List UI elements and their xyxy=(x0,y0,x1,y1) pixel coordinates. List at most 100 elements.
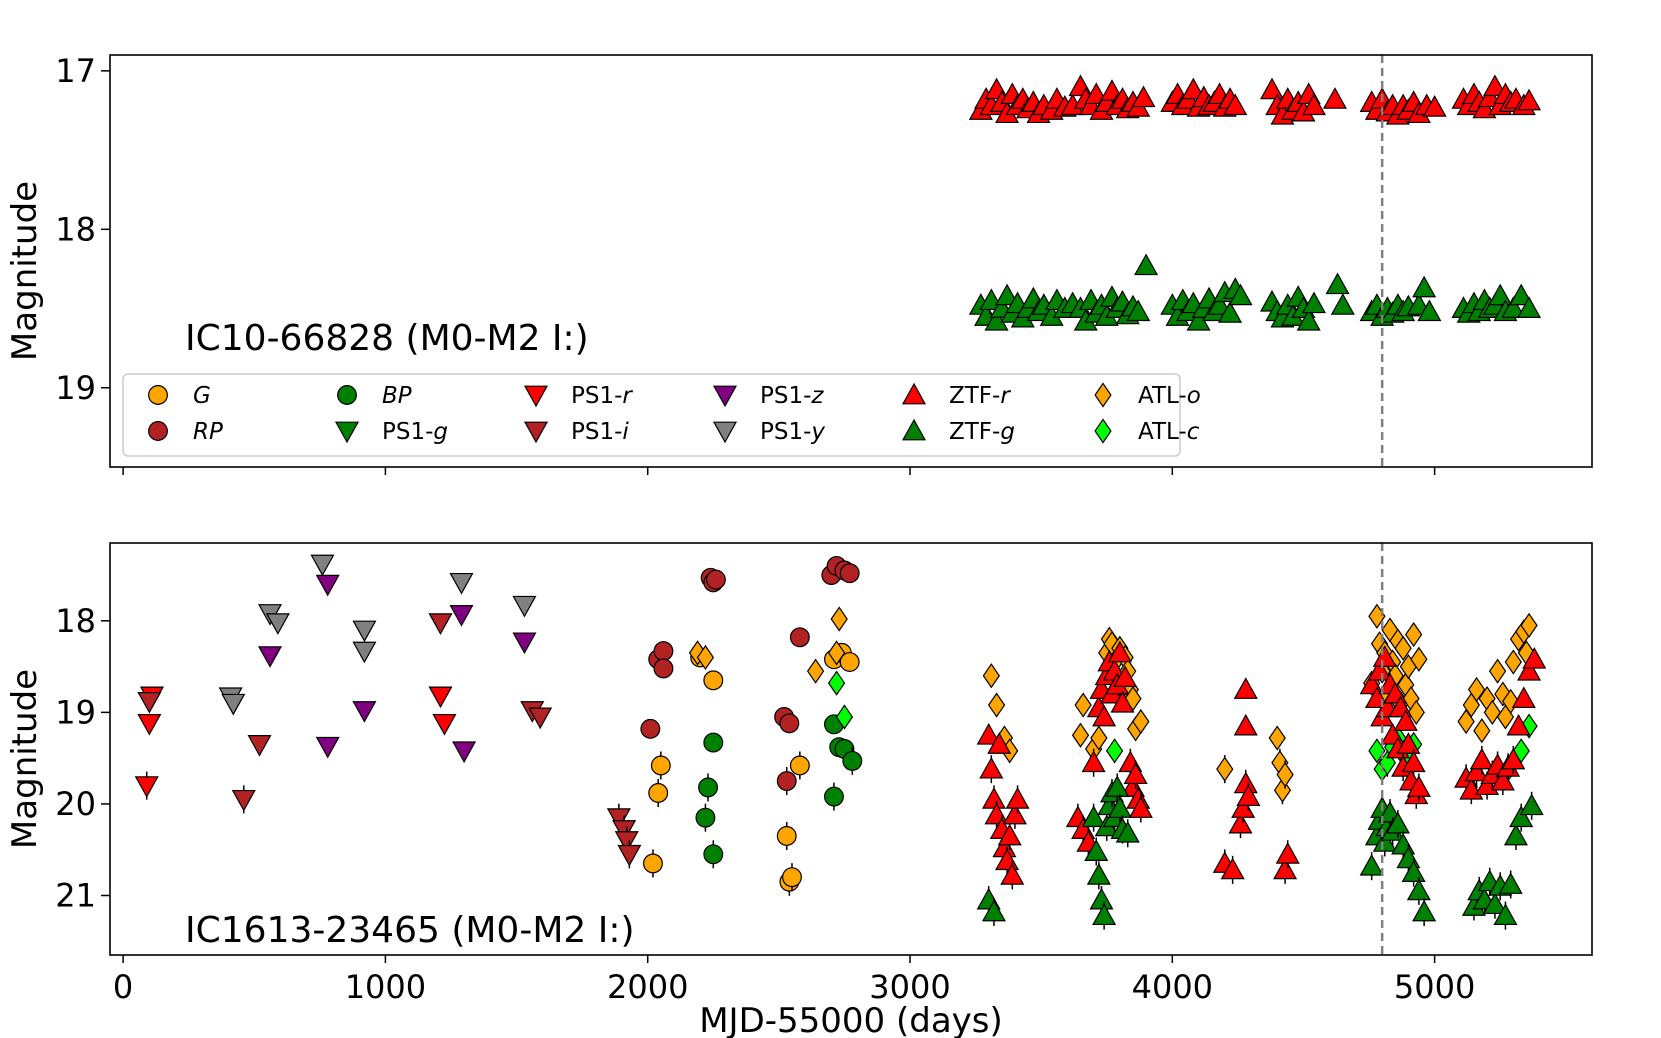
legend-label-ps1-i: PS1-i xyxy=(571,419,629,445)
data-point-atl-o xyxy=(1394,635,1412,661)
data-point-atl-o xyxy=(830,606,848,632)
data-point-ztf-r xyxy=(1259,77,1285,100)
data-point-atl-o xyxy=(1071,722,1090,748)
data-point-atl-o xyxy=(1483,699,1501,725)
data-point-ztf-r xyxy=(1128,796,1153,818)
legend-label-ps1-g: PS1-g xyxy=(382,419,448,445)
data-point-ztf-g xyxy=(1330,293,1355,315)
y-tick-label: 20 xyxy=(55,785,96,823)
legend-label-ps1-z: PS1-z xyxy=(760,383,824,409)
data-point-ztf-r xyxy=(981,787,1006,809)
data-point-ps1-z xyxy=(452,741,477,764)
data-point-ztf-r xyxy=(1223,93,1248,116)
data-point-rp xyxy=(705,569,726,590)
data-point-ztf-r xyxy=(1107,640,1132,663)
data-point-ps1-i xyxy=(428,613,453,635)
bottom-panel-y-axis: 18 19 20 21 xyxy=(55,602,110,914)
data-point-ztf-g xyxy=(1412,275,1437,298)
legend-label-bp: BP xyxy=(382,383,412,409)
data-point-ztf-r xyxy=(1233,677,1258,699)
legend-item-ztf-g: ZTF-g xyxy=(901,418,1015,445)
data-point-ztf-g xyxy=(1296,308,1321,331)
legend-label-ztf-r: ZTF-r xyxy=(949,383,1011,409)
data-point-ztf-r xyxy=(1396,732,1421,754)
data-point-atl-o xyxy=(1520,612,1538,639)
legend-marker-bp xyxy=(337,385,357,405)
data-point-atl-o xyxy=(1404,621,1423,648)
legend-marker-ps1-i xyxy=(523,421,549,444)
x-tick-label: 5000 xyxy=(1394,968,1475,1006)
data-point-rp xyxy=(839,563,860,584)
data-point-rp xyxy=(789,627,810,648)
data-point-atl-c xyxy=(1368,738,1386,764)
data-point-g xyxy=(789,755,810,776)
data-point-ps1-y xyxy=(265,613,290,635)
data-point-atl-o xyxy=(1502,688,1520,715)
data-point-bp xyxy=(703,844,724,865)
x-tick-label: 4000 xyxy=(1132,968,1213,1006)
data-point-atl-o xyxy=(1494,681,1512,707)
legend-marker-ps1-r xyxy=(523,385,549,408)
data-point-ztf-r xyxy=(1501,747,1526,770)
data-point-atl-o xyxy=(806,658,825,684)
legend-item-ps1-g: PS1-g xyxy=(334,419,448,445)
data-point-ztf-r xyxy=(1517,658,1542,681)
data-point-atl-o xyxy=(1410,646,1428,672)
data-point-atl-o xyxy=(1074,692,1092,718)
bottom-panel-y-label: Magnitude xyxy=(5,669,45,849)
data-point-ztf-g xyxy=(981,899,1006,922)
data-point-ztf-g xyxy=(1081,805,1106,828)
legend-label-atl-o: ATL-o xyxy=(1138,383,1201,409)
x-tick-label: 3000 xyxy=(869,968,950,1006)
legend-item-ps1-r: PS1-r xyxy=(523,383,633,409)
y-tick-label: 19 xyxy=(55,693,96,731)
bottom-panel-label: IC1613-23465 (M0-M2 I:) xyxy=(185,910,635,951)
data-point-bp xyxy=(842,750,863,771)
data-point-ztf-g xyxy=(1359,853,1384,876)
data-point-rp xyxy=(776,771,797,791)
data-point-ztf-g xyxy=(1498,872,1523,894)
data-point-ps1-r xyxy=(428,686,453,709)
data-point-ps1-r xyxy=(134,776,159,798)
y-tick-label: 18 xyxy=(55,602,96,640)
data-point-ztf-r xyxy=(1522,647,1547,669)
data-point-ztf-g xyxy=(1228,283,1253,306)
data-point-ps1-y xyxy=(449,572,474,595)
data-point-ztf-r xyxy=(979,756,1004,779)
data-point-ztf-r xyxy=(1322,87,1347,109)
legend-marker-ps1-z xyxy=(712,385,738,408)
series-bp xyxy=(695,714,863,869)
legend-marker-ps1-y xyxy=(712,421,738,444)
data-point-ztf-g xyxy=(1084,839,1109,861)
legend-marker-atl-c xyxy=(1094,418,1112,444)
data-point-bp xyxy=(824,786,844,807)
top-panel-x-axis xyxy=(122,467,1436,475)
data-point-g xyxy=(648,782,669,803)
series-atl-c xyxy=(827,670,1538,784)
data-point-ztf-r xyxy=(1092,704,1117,727)
data-point-g xyxy=(650,755,671,776)
bottom-panel-x-axis: 0 1000 2000 3000 4000 5000 xyxy=(113,955,1475,1006)
data-point-rp xyxy=(653,641,674,661)
series-ps1-z xyxy=(257,574,537,764)
data-point-ztf-g xyxy=(1134,253,1159,276)
data-point-ztf-g xyxy=(1503,823,1528,846)
data-point-ztf-g xyxy=(1509,805,1534,828)
data-point-ztf-g xyxy=(1301,291,1326,314)
legend-label-ps1-y: PS1-y xyxy=(760,419,825,445)
legend-item-atl-c: ATL-c xyxy=(1094,418,1200,445)
data-point-atl-c xyxy=(835,704,854,730)
data-point-ps1-r xyxy=(137,713,162,736)
data-point-ps1-i xyxy=(231,789,256,812)
data-point-ztf-r xyxy=(1401,750,1426,773)
x-tick-label: 2000 xyxy=(607,968,688,1006)
data-point-ps1-z xyxy=(315,574,340,597)
x-tick-label: 1000 xyxy=(345,968,426,1006)
data-point-atl-o xyxy=(1216,756,1234,782)
data-point-ztf-r xyxy=(1220,857,1245,880)
data-point-ztf-r xyxy=(1002,802,1027,825)
data-point-atl-c xyxy=(1105,738,1124,764)
data-point-ztf-g xyxy=(1092,903,1117,926)
data-point-ps1-y xyxy=(352,620,377,643)
